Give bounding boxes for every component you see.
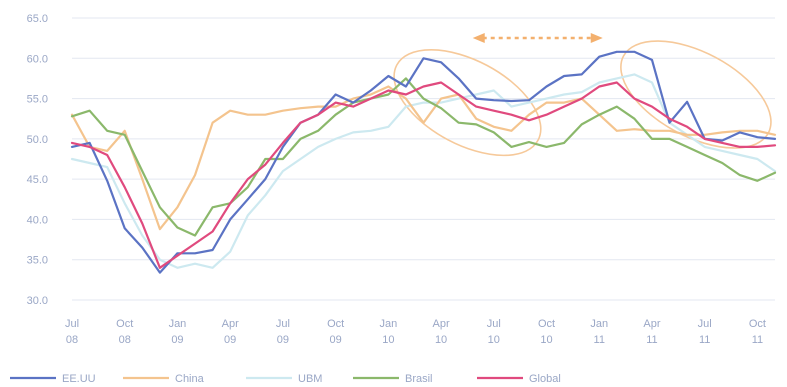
legend: EE.UU China UBM Brasil Global (10, 373, 561, 385)
x-tick-month: Jul (487, 318, 501, 330)
x-tick-year: 10 (488, 334, 500, 346)
x-tick-year: 10 (435, 334, 447, 346)
series-line-ubm (70, 73, 777, 269)
x-tick-month: Apr (222, 318, 239, 330)
x-tick-month: Apr (643, 318, 660, 330)
series-line-eeuu (70, 50, 777, 274)
x-tick-month: Oct (749, 318, 766, 330)
x-tick-year: 10 (540, 334, 552, 346)
y-tick-label: 45.0 (27, 174, 48, 186)
y-tick-label: 40.0 (27, 214, 48, 226)
highlight-ellipse-2010 (393, 49, 542, 157)
series-line-global (70, 81, 777, 269)
x-tick-year: 08 (66, 334, 78, 346)
series-line-brasil (70, 77, 777, 237)
series-line-china (70, 85, 777, 231)
legend-label: Brasil (405, 373, 433, 385)
x-tick-year: 09 (330, 334, 342, 346)
arrow-head-left (472, 33, 485, 43)
legend-label: UBM (298, 373, 322, 385)
y-tick-label: 50.0 (27, 134, 48, 146)
x-tick-year: 11 (699, 334, 710, 346)
x-tick-year: 08 (119, 334, 131, 346)
y-tick-label: 60.0 (27, 53, 48, 65)
y-tick-labels: 30.0 35.0 40.0 45.0 50.0 55.0 60.0 65.0 (27, 13, 48, 307)
x-tick-year: 09 (224, 334, 236, 346)
x-tick-year: 11 (594, 334, 605, 346)
y-tick-label: 30.0 (27, 295, 48, 307)
x-tick-month: Jul (276, 318, 290, 330)
y-tick-label: 55.0 (27, 94, 48, 106)
series-lines (70, 50, 777, 274)
arrow-head-right (590, 33, 603, 43)
x-tick-month: Jul (65, 318, 79, 330)
x-tick-month: Apr (433, 318, 450, 330)
x-tick-month: Oct (327, 318, 344, 330)
x-tick-month: Oct (538, 318, 555, 330)
x-tick-month: Jan (590, 318, 608, 330)
x-tick-year: 09 (277, 334, 289, 346)
x-tick-month: Oct (116, 318, 133, 330)
y-tick-label: 65.0 (27, 13, 48, 25)
x-tick-month: Jan (379, 318, 397, 330)
legend-label: China (175, 373, 205, 385)
legend-label: Global (529, 373, 561, 385)
x-tick-month: Jul (698, 318, 712, 330)
x-tick-year: 09 (171, 334, 183, 346)
x-tick-year: 10 (382, 334, 394, 346)
x-tick-labels: Jul 08 Oct 08 Jan 09 Apr 09 Jul 09 Oct 09 Jan 10 Apr 10… (65, 318, 766, 346)
y-tick-label: 35.0 (27, 255, 48, 267)
x-tick-month: Jan (169, 318, 187, 330)
x-tick-year: 11 (752, 334, 763, 346)
legend-label: EE.UU (62, 373, 96, 385)
x-tick-year: 11 (646, 334, 657, 346)
